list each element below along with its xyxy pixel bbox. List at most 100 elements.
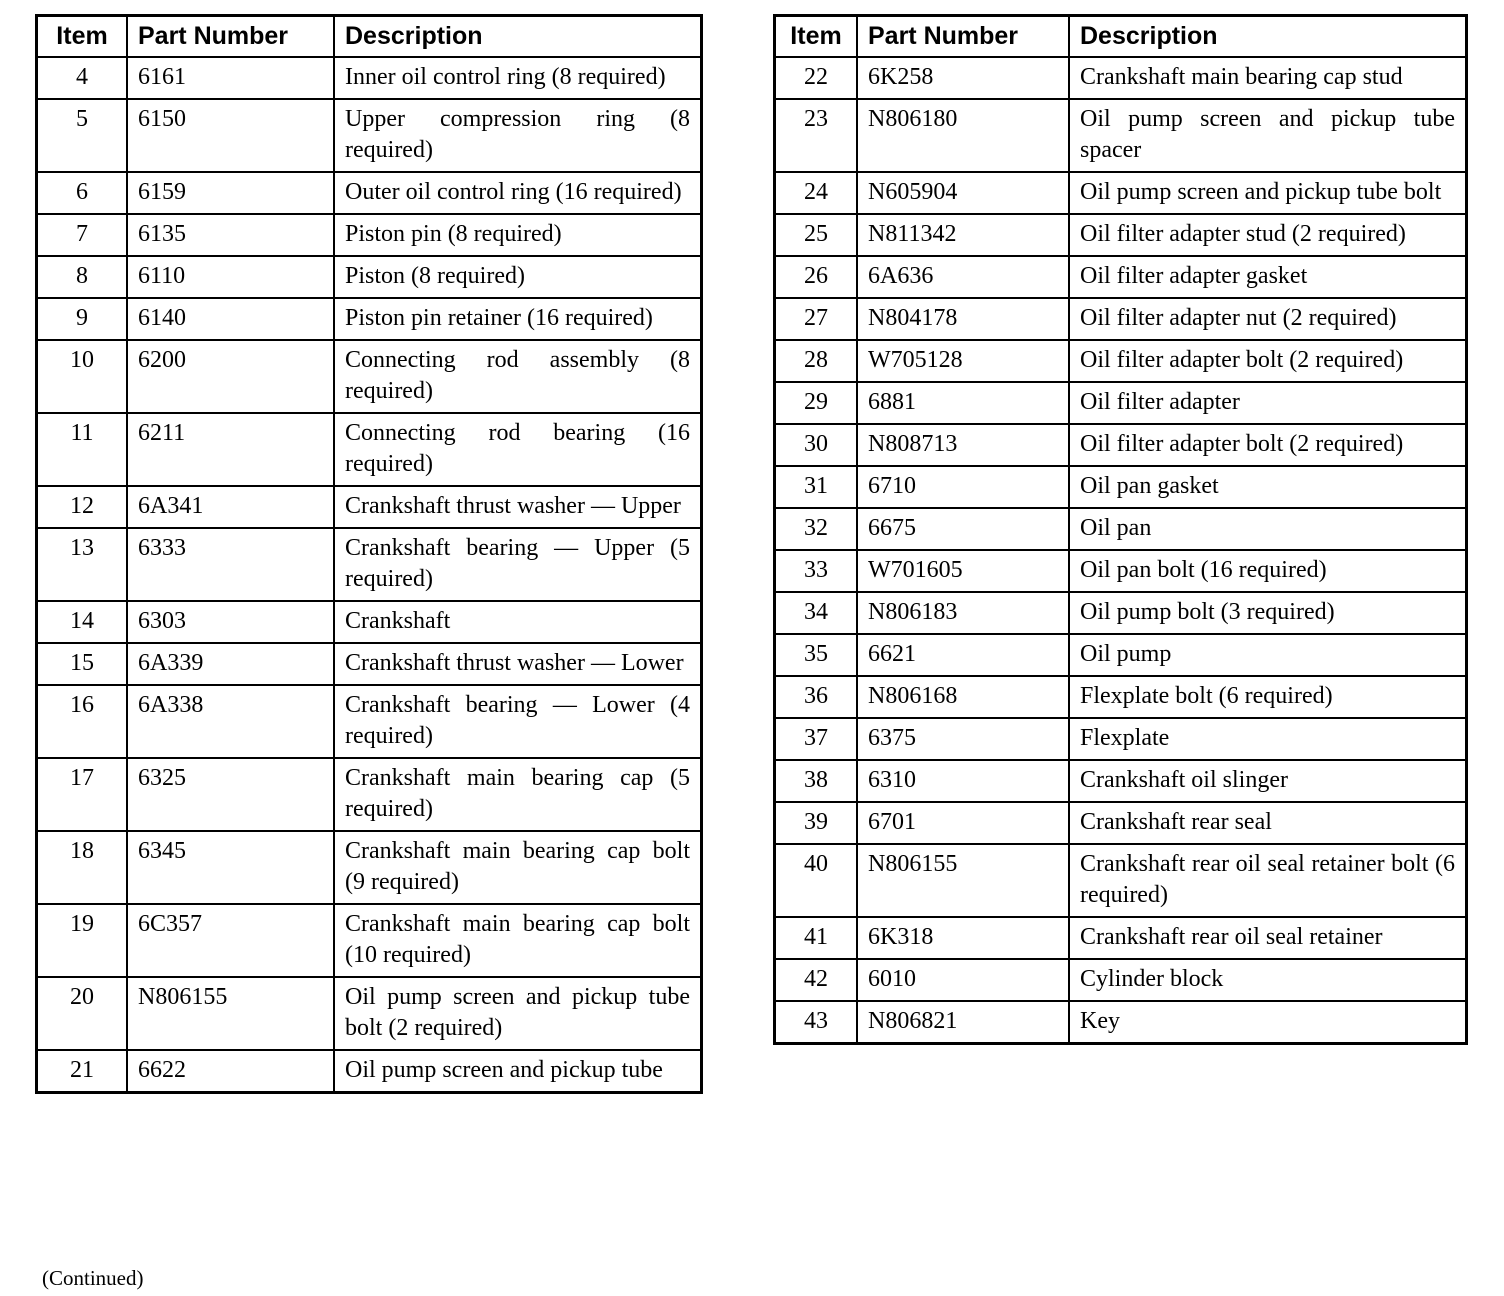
- part-number-cell: 6881: [856, 381, 1070, 425]
- item-cell: 4: [35, 56, 128, 100]
- description-cell: Oil filter adapter bolt (2 required): [1068, 423, 1468, 467]
- description-cell: Oil pan bolt (16 required): [1068, 549, 1468, 593]
- part-number-cell: 6345: [126, 830, 335, 905]
- description-cell: Crankshaft rear oil seal retainer: [1068, 916, 1468, 960]
- part-number-cell: N808713: [856, 423, 1070, 467]
- part-number-cell: N806168: [856, 675, 1070, 719]
- description-cell: Crankshaft oil slinger: [1068, 759, 1468, 803]
- item-cell: 36: [773, 675, 858, 719]
- part-number-cell: 6622: [126, 1049, 335, 1094]
- part-number-cell: 6161: [126, 56, 335, 100]
- part-number-cell: 6675: [856, 507, 1070, 551]
- description-cell: Crankshaft rear oil seal retainer bolt (…: [1068, 843, 1468, 918]
- part-number-cell: N806180: [856, 98, 1070, 173]
- item-cell: 7: [35, 213, 128, 257]
- part-number-cell: 6010: [856, 958, 1070, 1002]
- part-number-cell: 6K318: [856, 916, 1070, 960]
- item-cell: 31: [773, 465, 858, 509]
- part-number-cell: 6A338: [126, 684, 335, 759]
- item-cell: 25: [773, 213, 858, 257]
- header-row: Item Part Number Description: [773, 14, 1468, 58]
- header-row: Item Part Number Description: [35, 14, 703, 58]
- item-cell: 5: [35, 98, 128, 173]
- item-cell: 12: [35, 485, 128, 529]
- table-row: 33 W701605 Oil pan bolt (16 required): [773, 549, 1468, 593]
- description-cell: Crankshaft main bearing cap (5 required): [333, 757, 703, 832]
- item-cell: 17: [35, 757, 128, 832]
- part-number-cell: 6159: [126, 171, 335, 215]
- item-cell: 8: [35, 255, 128, 299]
- item-cell: 28: [773, 339, 858, 383]
- table-row: 10 6200 Connecting rod assembly (8 require…: [35, 339, 703, 414]
- column-header-description: Description: [333, 14, 703, 58]
- description-cell: Crankshaft: [333, 600, 703, 644]
- table-row: 31 6710 Oil pan gasket: [773, 465, 1468, 509]
- part-number-cell: N806155: [856, 843, 1070, 918]
- description-cell: Flexplate: [1068, 717, 1468, 761]
- item-cell: 15: [35, 642, 128, 686]
- table-row: 28 W705128 Oil filter adapter bolt (2 requ…: [773, 339, 1468, 383]
- table-row: 32 6675 Oil pan: [773, 507, 1468, 551]
- table-row: 20 N806155 Oil pump screen and pickup tube…: [35, 976, 703, 1051]
- column-header-description: Description: [1068, 14, 1468, 58]
- part-number-cell: 6110: [126, 255, 335, 299]
- column-header-part-number: Part Number: [856, 14, 1070, 58]
- description-cell: Flexplate bolt (6 required): [1068, 675, 1468, 719]
- item-cell: 14: [35, 600, 128, 644]
- part-number-cell: 6621: [856, 633, 1070, 677]
- description-cell: Upper compression ring (8 required): [333, 98, 703, 173]
- table-row: 40 N806155 Crankshaft rear oil seal retain…: [773, 843, 1468, 918]
- description-cell: Oil filter adapter stud (2 required): [1068, 213, 1468, 257]
- table-row: 14 6303 Crankshaft: [35, 600, 703, 644]
- table-row: 7 6135 Piston pin (8 required): [35, 213, 703, 257]
- part-number-cell: 6A339: [126, 642, 335, 686]
- part-number-cell: N605904: [856, 171, 1070, 215]
- description-cell: Piston pin retainer (16 required): [333, 297, 703, 341]
- description-cell: Key: [1068, 1000, 1468, 1045]
- description-cell: Outer oil control ring (16 required): [333, 171, 703, 215]
- table-row: 26 6A636 Oil filter adapter gasket: [773, 255, 1468, 299]
- table-row: 42 6010 Cylinder block: [773, 958, 1468, 1002]
- description-cell: Oil filter adapter gasket: [1068, 255, 1468, 299]
- description-cell: Crankshaft main bearing cap bolt (9 requ…: [333, 830, 703, 905]
- description-cell: Crankshaft thrust washer — Upper: [333, 485, 703, 529]
- description-cell: Crankshaft rear seal: [1068, 801, 1468, 845]
- table-row: 21 6622 Oil pump screen and pickup tube: [35, 1049, 703, 1094]
- table-row: 9 6140 Piston pin retainer (16 required): [35, 297, 703, 341]
- continued-note: (Continued): [42, 1266, 144, 1290]
- part-number-cell: W701605: [856, 549, 1070, 593]
- description-cell: Oil pump bolt (3 required): [1068, 591, 1468, 635]
- column-header-part-number: Part Number: [126, 14, 335, 58]
- table-row: 38 6310 Crankshaft oil slinger: [773, 759, 1468, 803]
- table-row: 25 N811342 Oil filter adapter stud (2 requ…: [773, 213, 1468, 257]
- table-row: 29 6881 Oil filter adapter: [773, 381, 1468, 425]
- item-cell: 18: [35, 830, 128, 905]
- table-row: 19 6C357 Crankshaft main bearing cap bolt …: [35, 903, 703, 978]
- description-cell: Oil pump screen and pickup tube spacer: [1068, 98, 1468, 173]
- description-cell: Oil pump screen and pickup tube bolt (2 …: [333, 976, 703, 1051]
- description-cell: Oil filter adapter bolt (2 required): [1068, 339, 1468, 383]
- item-cell: 40: [773, 843, 858, 918]
- item-cell: 42: [773, 958, 858, 1002]
- description-cell: Oil filter adapter: [1068, 381, 1468, 425]
- item-cell: 30: [773, 423, 858, 467]
- part-number-cell: 6211: [126, 412, 335, 487]
- part-number-cell: 6140: [126, 297, 335, 341]
- description-cell: Oil pan gasket: [1068, 465, 1468, 509]
- description-cell: Connecting rod assembly (8 required): [333, 339, 703, 414]
- part-number-cell: 6375: [856, 717, 1070, 761]
- part-number-cell: 6K258: [856, 56, 1070, 100]
- item-cell: 43: [773, 1000, 858, 1045]
- description-cell: Crankshaft main bearing cap bolt (10 req…: [333, 903, 703, 978]
- part-number-cell: N806821: [856, 1000, 1070, 1045]
- description-cell: Cylinder block: [1068, 958, 1468, 1002]
- item-cell: 19: [35, 903, 128, 978]
- parts-table-left: Item Part Number Description 4 6161 Inner oil…: [35, 14, 703, 1094]
- item-cell: 6: [35, 171, 128, 215]
- item-cell: 11: [35, 412, 128, 487]
- part-number-cell: 6C357: [126, 903, 335, 978]
- description-cell: Connecting rod bearing (16 required): [333, 412, 703, 487]
- item-cell: 21: [35, 1049, 128, 1094]
- part-number-cell: N806183: [856, 591, 1070, 635]
